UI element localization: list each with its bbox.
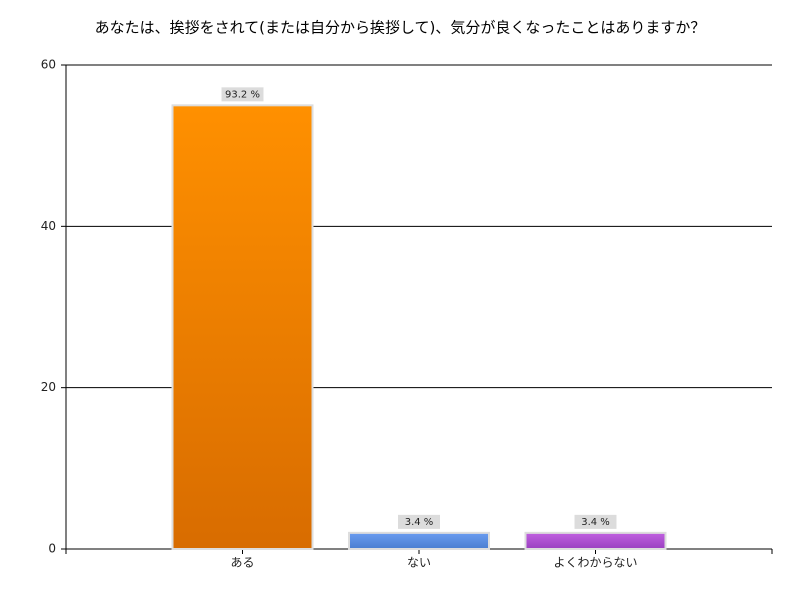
y-tick-label: 20 — [41, 380, 56, 394]
y-tick-label: 40 — [41, 219, 56, 233]
bar — [171, 104, 314, 550]
data-label-bg — [221, 87, 264, 102]
x-tick-label: よくわからない — [553, 556, 637, 570]
bar — [524, 531, 667, 550]
data-label: 3.4 % — [405, 517, 434, 528]
y-tick-label: 0 — [48, 542, 56, 556]
y-tick-label: 60 — [41, 58, 56, 72]
data-label-bg — [398, 514, 440, 529]
x-tick-label: ある — [230, 556, 254, 570]
data-label: 93.2 % — [225, 89, 260, 100]
data-label-bg — [574, 514, 617, 529]
chart-title: あなたは、挨拶をされて(または自分から挨拶して)、気分が良くなったことはあります… — [95, 19, 706, 37]
bar — [348, 531, 490, 550]
data-label: 3.4 % — [581, 517, 610, 528]
x-tick-label: ない — [407, 556, 431, 570]
